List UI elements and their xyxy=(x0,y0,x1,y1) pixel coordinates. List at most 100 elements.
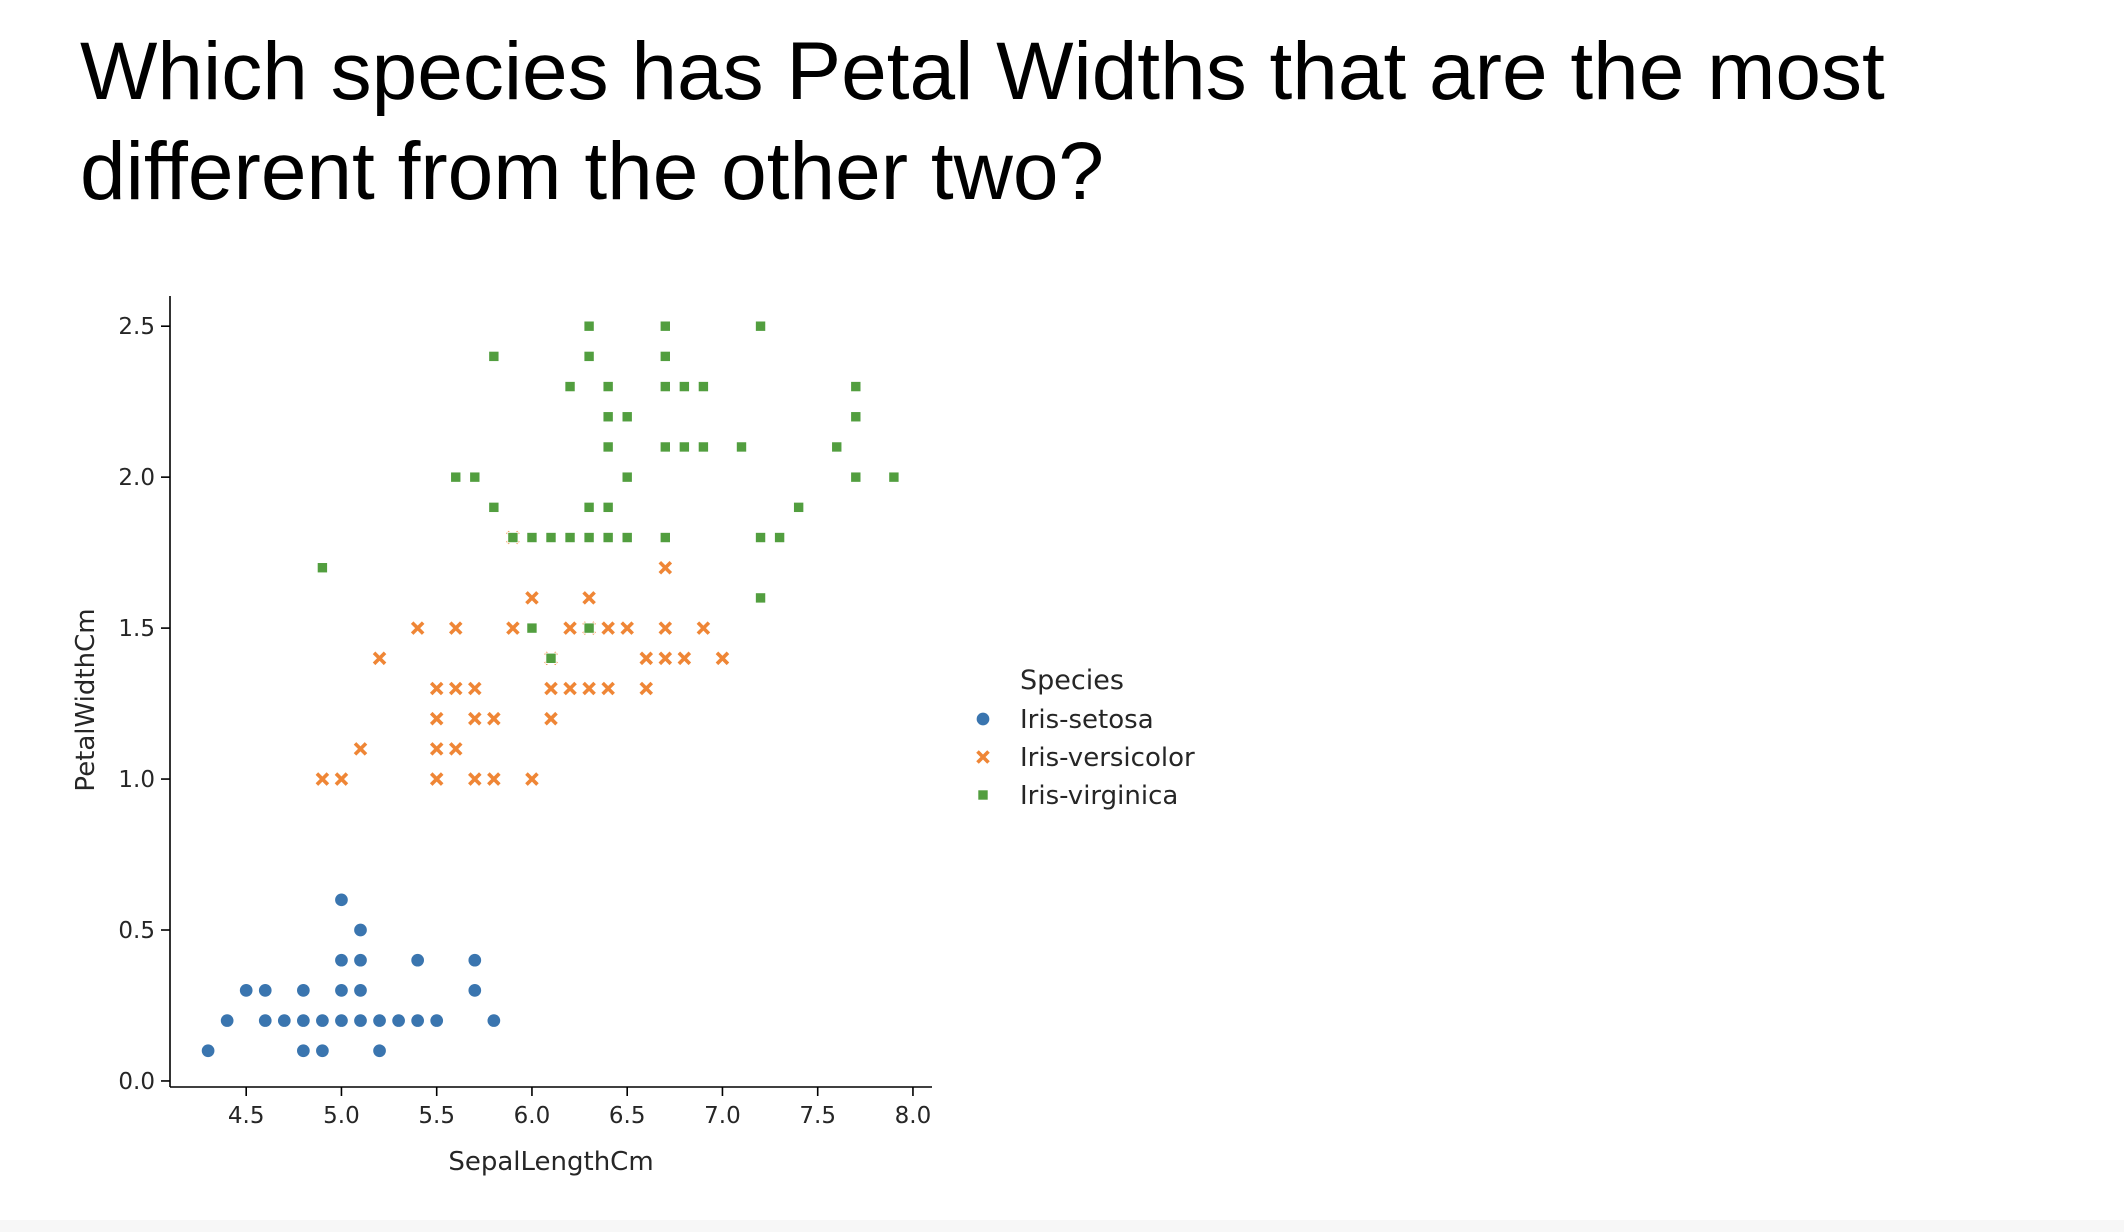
point-iris-versicolor xyxy=(658,560,673,575)
x-tick-label: 7.0 xyxy=(704,1103,741,1129)
chart-axes: 4.5 5.0 5.5 6.0 6.5 7.0 7.5 8.0 0.0 0.5 1.0 1.5 2.0 2… xyxy=(118,296,932,1129)
point-iris-setosa xyxy=(219,1012,235,1029)
y-tick-label: 1.0 xyxy=(118,767,155,793)
point-iris-virginica xyxy=(602,441,614,453)
point-iris-virginica xyxy=(488,350,500,363)
point-iris-setosa xyxy=(390,1012,407,1029)
x-tick-label: 5.5 xyxy=(418,1103,455,1129)
point-iris-setosa xyxy=(295,1043,312,1059)
point-iris-virginica xyxy=(621,531,633,544)
point-iris-versicolor xyxy=(468,711,482,726)
point-iris-versicolor xyxy=(448,621,463,635)
point-iris-virginica xyxy=(850,380,862,393)
point-iris-versicolor xyxy=(563,621,577,635)
point-iris-versicolor xyxy=(448,681,463,696)
point-iris-virginica xyxy=(316,562,329,574)
legend-title: Species xyxy=(1020,665,1124,696)
point-iris-virginica xyxy=(564,380,576,393)
point-iris-virginica xyxy=(583,320,595,332)
point-iris-versicolor xyxy=(658,651,673,666)
x-tick-label: 6.0 xyxy=(514,1103,551,1129)
point-iris-versicolor xyxy=(487,772,501,786)
point-iris-versicolor xyxy=(563,681,577,696)
point-iris-setosa xyxy=(333,892,350,908)
point-iris-virginica xyxy=(583,622,595,634)
y-tick-label: 1.5 xyxy=(118,616,155,642)
point-iris-setosa xyxy=(486,1012,502,1029)
point-iris-virginica xyxy=(888,471,900,483)
point-iris-virginica xyxy=(469,471,481,483)
point-iris-setosa xyxy=(352,922,369,938)
y-tick-label: 0.0 xyxy=(118,1069,155,1095)
point-iris-virginica xyxy=(526,531,538,544)
point-iris-virginica xyxy=(850,471,862,483)
point-iris-versicolor xyxy=(525,591,539,605)
point-iris-setosa xyxy=(333,952,350,968)
point-iris-virginica xyxy=(602,531,614,544)
point-iris-virginica xyxy=(754,531,767,544)
point-iris-versicolor xyxy=(372,651,387,666)
point-iris-setosa xyxy=(409,952,426,968)
x-tick-label: 8.0 xyxy=(895,1103,932,1129)
point-iris-setosa xyxy=(352,952,369,968)
point-iris-virginica xyxy=(602,411,614,423)
point-iris-setosa xyxy=(314,1012,331,1029)
chart-marks xyxy=(200,320,900,1059)
point-iris-versicolor xyxy=(468,772,482,786)
y-tick-label: 2.0 xyxy=(118,465,155,491)
point-iris-setosa xyxy=(257,1012,273,1029)
point-iris-versicolor xyxy=(544,711,558,726)
x-tick-label: 7.5 xyxy=(799,1103,836,1129)
point-iris-versicolor xyxy=(525,772,539,786)
point-iris-virginica xyxy=(659,380,671,393)
legend-marker-iris-versicolor xyxy=(976,750,990,764)
point-iris-versicolor xyxy=(620,621,634,635)
point-iris-versicolor xyxy=(410,621,425,635)
point-iris-versicolor xyxy=(601,621,615,635)
point-iris-virginica xyxy=(545,652,557,664)
legend-label-iris-setosa: Iris-setosa xyxy=(1020,705,1154,735)
point-iris-virginica xyxy=(659,350,671,363)
point-iris-virginica xyxy=(507,531,519,544)
point-iris-setosa xyxy=(314,1043,331,1059)
y-tick-label: 2.5 xyxy=(118,314,155,340)
point-iris-virginica xyxy=(773,531,786,544)
point-iris-virginica xyxy=(545,531,557,544)
point-iris-setosa xyxy=(371,1012,388,1029)
footer-band xyxy=(0,1220,2124,1232)
point-iris-setosa xyxy=(257,982,273,999)
point-iris-setosa xyxy=(295,1012,312,1029)
x-tick-label: 5.0 xyxy=(323,1103,360,1129)
point-iris-versicolor xyxy=(582,681,596,696)
point-iris-virginica xyxy=(831,441,843,453)
point-iris-setosa xyxy=(276,1012,292,1029)
point-iris-virginica xyxy=(583,501,595,514)
point-iris-versicolor xyxy=(582,591,596,605)
point-iris-virginica xyxy=(754,320,767,332)
point-iris-virginica xyxy=(621,471,633,483)
point-iris-setosa xyxy=(352,982,369,999)
y-tick-label: 0.5 xyxy=(118,918,155,944)
point-iris-virginica xyxy=(678,441,691,453)
point-iris-virginica xyxy=(526,622,538,634)
x-tick-label: 6.5 xyxy=(609,1103,646,1129)
point-iris-setosa xyxy=(238,982,254,999)
point-iris-virginica xyxy=(792,501,805,514)
point-iris-virginica xyxy=(659,320,671,332)
point-iris-versicolor xyxy=(487,711,501,726)
point-iris-setosa xyxy=(333,982,350,999)
point-iris-virginica xyxy=(488,501,500,514)
point-iris-setosa xyxy=(352,1012,369,1029)
point-iris-setosa xyxy=(467,982,483,999)
legend-marker-iris-virginica xyxy=(977,789,989,801)
point-iris-virginica xyxy=(697,380,710,393)
point-iris-virginica xyxy=(659,531,671,544)
point-iris-virginica xyxy=(583,350,595,363)
point-iris-virginica xyxy=(564,531,576,544)
point-iris-virginica xyxy=(621,411,633,423)
point-iris-virginica xyxy=(697,441,710,453)
point-iris-virginica xyxy=(602,380,614,393)
legend-marker-iris-setosa xyxy=(975,711,991,727)
point-iris-virginica xyxy=(659,441,671,453)
point-iris-setosa xyxy=(295,982,312,999)
